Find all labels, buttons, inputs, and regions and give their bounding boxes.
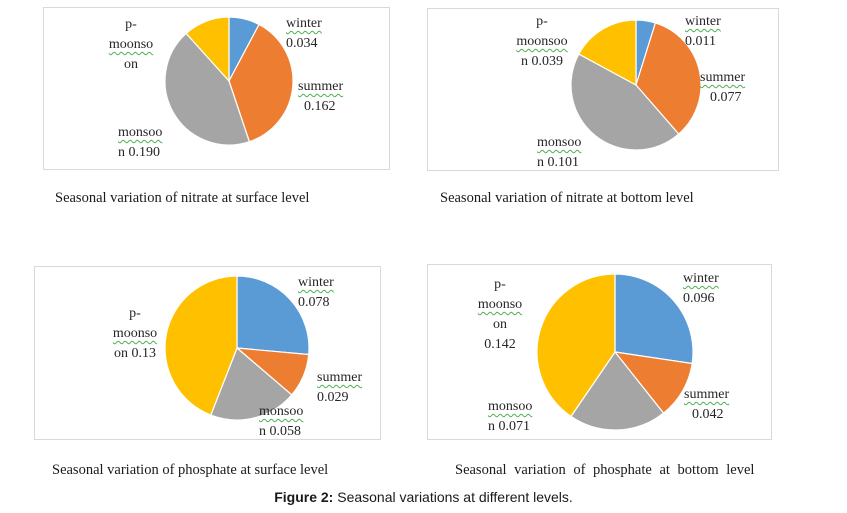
figure-caption-prefix: Figure 2:: [274, 489, 334, 505]
pie-slice-post-monsoon: [185, 16, 230, 83]
pie-slice-winter: [236, 275, 310, 356]
label-post-monsoon-nitrate-surface: p-moonso on: [108, 17, 154, 72]
label-monsoon-phosphate-bottom: monsoo n 0.071: [488, 399, 533, 434]
label-post-monsoon-phosphate-bottom: p-moonso on 0.142: [477, 277, 523, 352]
label-summer-nitrate-bottom: summer 0.077: [700, 70, 746, 105]
pie-slice-summer: [635, 22, 702, 135]
pie-slice-monsoon: [570, 350, 665, 431]
pie-slice-monsoon: [164, 32, 251, 146]
label-summer-phosphate-surface: summer 0.029: [317, 370, 363, 405]
pie-slice-monsoon: [570, 53, 680, 151]
pie-slice-monsoon: [210, 346, 293, 421]
caption-phosphate-surface: Seasonal variation of phosphate at surfa…: [52, 462, 329, 478]
caption-nitrate-surface: Seasonal variation of nitrate at surface…: [55, 190, 310, 206]
caption-nitrate-bottom: Seasonal variation of nitrate at bottom …: [440, 190, 694, 206]
figure-caption: Figure 2: Seasonal variations at differe…: [0, 489, 847, 505]
figure-caption-text: Seasonal variations at different levels.: [333, 489, 573, 505]
label-winter-nitrate-bottom: winter 0.011: [685, 14, 721, 49]
label-monsoon-nitrate-bottom: monsoo n 0.101: [537, 135, 582, 170]
label-monsoon-phosphate-surface: monsoo n 0.058: [259, 404, 304, 439]
label-post-monsoon-nitrate-bottom: p-moonsoo n 0.039: [516, 14, 568, 69]
label-summer-nitrate-surface: summer 0.162: [298, 79, 344, 114]
label-monsoon-nitrate-surface: monsoo n 0.190: [118, 125, 163, 160]
label-winter-phosphate-surface: winter 0.078: [298, 275, 334, 310]
label-post-monsoon-phosphate-surface: p-moonso on 0.13: [112, 306, 158, 361]
label-winter-nitrate-surface: winter 0.034: [286, 16, 322, 51]
pie-slice-post-monsoon: [578, 19, 637, 87]
pie-slice-post-monsoon: [536, 273, 616, 418]
label-summer-phosphate-bottom: summer 0.042: [684, 387, 730, 422]
pie-slice-summer: [228, 23, 294, 143]
label-winter-phosphate-bottom: winter 0.096: [683, 271, 719, 306]
caption-phosphate-bottom: Seasonal variation of phosphate at botto…: [455, 462, 755, 478]
pie-slice-post-monsoon: [164, 275, 238, 416]
pie-slice-winter: [614, 273, 694, 365]
